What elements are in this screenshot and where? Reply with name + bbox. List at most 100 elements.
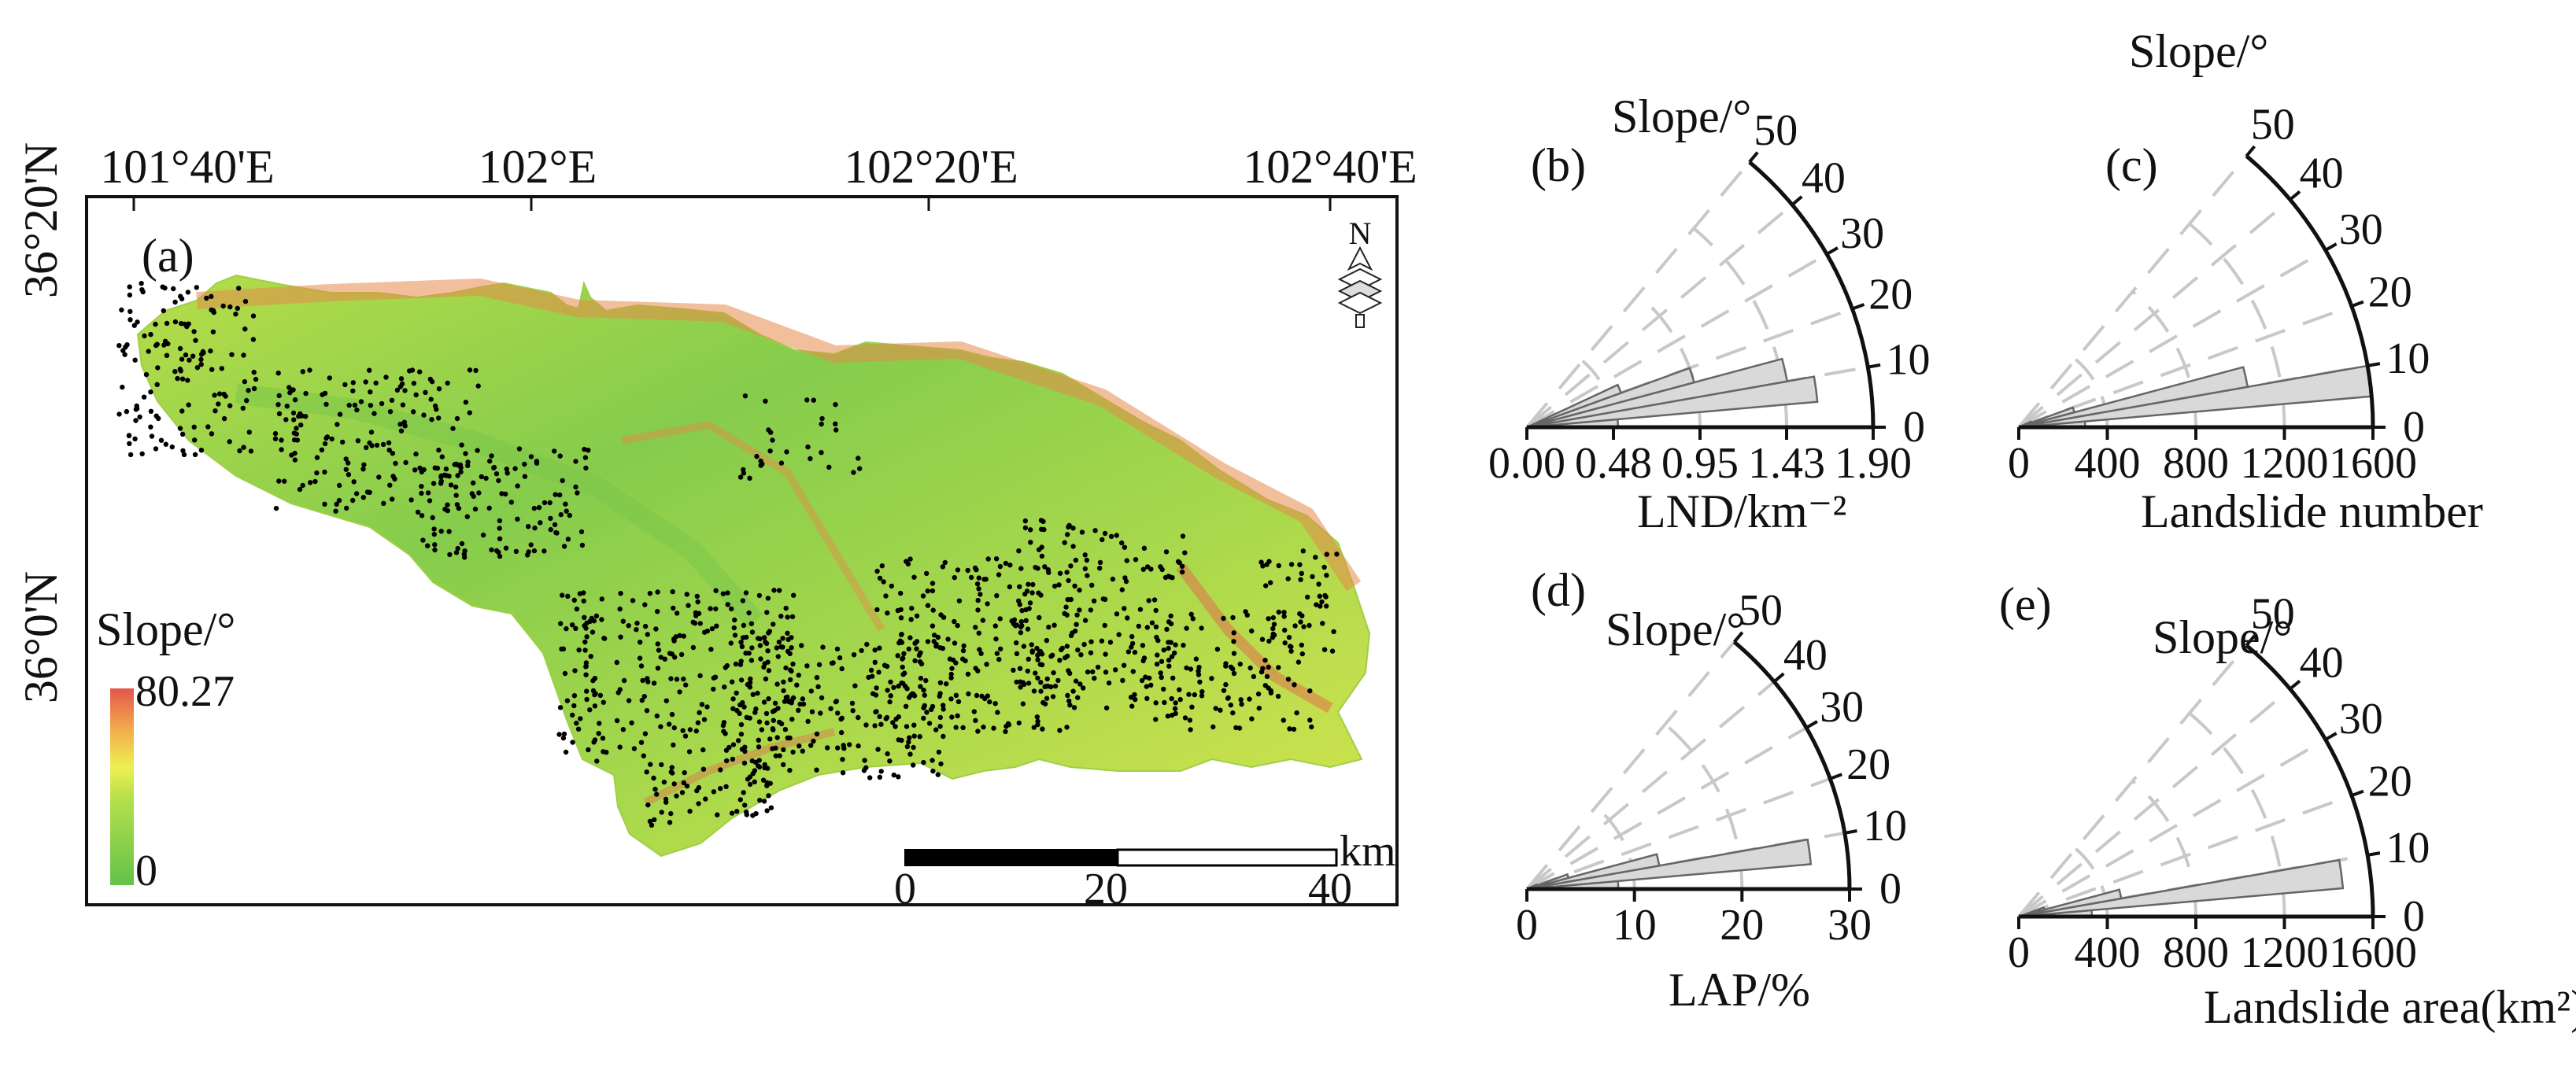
landslide-point (896, 774, 901, 780)
landslide-point (1022, 681, 1027, 688)
landslide-point (139, 281, 144, 286)
landslide-point (584, 634, 589, 640)
landslide-point (718, 786, 723, 791)
landslide-point (965, 567, 970, 574)
landslide-point (1114, 611, 1120, 617)
landslide-point (153, 413, 159, 419)
landslide-point (212, 393, 217, 398)
landslide-point (419, 513, 425, 518)
landslide-point (938, 612, 944, 618)
landslide-point (211, 309, 216, 315)
landslide-point (695, 720, 701, 725)
landslide-point (1172, 706, 1178, 711)
landslide-point (1260, 563, 1266, 569)
landslide-point (1181, 642, 1186, 648)
landslide-point (663, 799, 669, 805)
landslide-point (133, 418, 139, 423)
landslide-point (578, 716, 583, 721)
lon-tick-label: 102°E (479, 141, 597, 193)
landslide-point (667, 651, 673, 656)
landslide-point (586, 747, 591, 753)
radial-tick-label: 1.43 (1748, 439, 1825, 488)
radial-tick-label: 10 (1613, 901, 1657, 950)
landslide-point (1065, 532, 1070, 537)
landslide-point (921, 715, 926, 721)
landslide-point (116, 411, 122, 417)
landslide-point (1149, 620, 1155, 625)
legend-min: 0 (135, 847, 157, 895)
landslide-point (924, 570, 930, 577)
landslide-point (887, 699, 893, 705)
landslide-point (1028, 527, 1033, 533)
landslide-point (497, 518, 503, 524)
angle-grid-line (2017, 249, 2327, 429)
landslide-point (955, 622, 960, 629)
landslide-point (1068, 596, 1074, 603)
landslide-point (744, 809, 749, 815)
landslide-point (1088, 607, 1094, 613)
landslide-point (600, 736, 606, 741)
landslide-point (781, 688, 786, 694)
landslide-point (898, 615, 904, 621)
landslide-point (715, 812, 720, 817)
landslide-point (655, 589, 660, 595)
landslide-point (443, 466, 449, 472)
landslide-point (352, 402, 358, 408)
landslide-point (1092, 675, 1097, 681)
landslide-point (925, 639, 931, 644)
landslide-point (1188, 666, 1194, 672)
landslide-point (1021, 644, 1027, 649)
landslide-point (1005, 721, 1011, 726)
landslide-point (1309, 724, 1314, 730)
landslide-point (730, 756, 736, 762)
landslide-point (368, 430, 375, 435)
landslide-point (922, 692, 928, 698)
landslide-point (1022, 518, 1029, 524)
landslide-point (771, 622, 776, 627)
landslide-point (177, 366, 183, 372)
landslide-point (436, 447, 442, 453)
landslide-point (996, 656, 1002, 662)
lat-tick-label: 36°20'N (15, 142, 67, 298)
landslide-point (1125, 615, 1130, 621)
landslide-point (930, 623, 936, 629)
landslide-point (204, 295, 209, 301)
landslide-point (447, 552, 453, 558)
landslide-point (654, 791, 660, 797)
landslide-point (558, 621, 564, 626)
landslide-point (534, 459, 540, 464)
landslide-point (283, 417, 289, 422)
angle-axis-arc (2245, 644, 2375, 917)
landslide-point (857, 466, 863, 471)
landslide-point (651, 775, 656, 781)
landslide-point (351, 479, 357, 485)
landslide-point (796, 673, 801, 678)
landslide-point (419, 469, 424, 474)
landslide-point (904, 559, 909, 564)
landslide-point (808, 743, 814, 748)
radial-tick-label: 800 (2163, 928, 2229, 977)
landslide-point (766, 696, 771, 702)
landslide-point (586, 448, 591, 453)
landslide-point (911, 733, 917, 739)
landslide-point (1161, 686, 1166, 692)
landslide-point (1223, 681, 1229, 688)
landslide-point (393, 460, 398, 467)
landslide-point (1318, 603, 1323, 609)
landslide-point (953, 725, 959, 730)
scale-tick: 0 (894, 865, 916, 913)
angle-tick (1791, 195, 1803, 206)
landslide-point (674, 793, 679, 799)
landslide-point (1070, 526, 1076, 531)
landslide-point (411, 381, 417, 386)
landslide-point (972, 565, 978, 571)
landslide-point (850, 708, 856, 714)
landslide-point (216, 391, 223, 397)
landslide-point (937, 693, 943, 699)
landslide-point (820, 644, 826, 650)
legend-title: Slope/° (96, 603, 235, 655)
landslide-point (593, 613, 600, 619)
landslide-point (641, 694, 647, 699)
landslide-point (875, 747, 881, 752)
